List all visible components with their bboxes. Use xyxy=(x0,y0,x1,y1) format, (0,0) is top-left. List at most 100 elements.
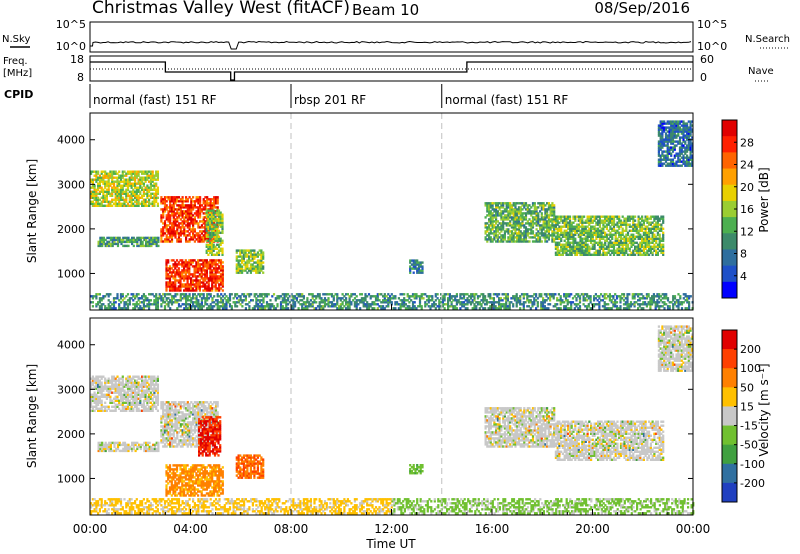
heatmap-cell xyxy=(186,271,189,274)
heatmap-cell xyxy=(184,263,187,266)
heatmap-cell xyxy=(330,295,334,298)
heatmap-cell xyxy=(649,237,652,240)
heatmap-cell xyxy=(387,297,390,300)
heatmap-cell xyxy=(593,245,596,248)
heatmap-cell xyxy=(399,305,402,308)
heatmap-cell xyxy=(551,208,554,211)
heatmap-cell xyxy=(524,240,528,243)
heatmap-cell xyxy=(526,206,529,209)
heatmap-cell xyxy=(632,251,635,254)
heatmap-cell xyxy=(403,293,406,296)
heatmap-cell xyxy=(176,230,179,233)
heatmap-cell xyxy=(619,243,623,246)
heatmap-cell xyxy=(561,243,564,246)
heatmap-cell xyxy=(216,307,219,310)
heatmap-cell xyxy=(547,230,550,233)
heatmap-cell xyxy=(209,293,212,296)
heatmap-cell xyxy=(655,241,658,244)
heatmap-cell xyxy=(142,305,145,308)
heatmap-cell xyxy=(179,222,182,225)
heatmap-cell xyxy=(141,188,144,191)
heatmap-cell xyxy=(102,192,105,195)
heatmap-cell xyxy=(577,241,580,244)
heatmap-cell xyxy=(623,251,626,254)
heatmap-cell xyxy=(202,285,205,288)
heatmap-cell xyxy=(134,238,137,242)
heatmap-cell xyxy=(334,293,337,296)
heatmap-cell xyxy=(575,251,579,254)
heatmap-cell xyxy=(167,212,170,215)
heatmap-cell xyxy=(648,241,651,244)
heatmap-cell xyxy=(507,206,510,209)
heatmap-cell xyxy=(209,277,212,280)
heatmap-cell xyxy=(540,218,543,221)
heatmap-cell xyxy=(524,202,528,205)
heatmap-cell xyxy=(148,202,151,205)
heatmap-cell xyxy=(380,305,383,308)
heatmap-cell xyxy=(421,261,424,264)
heatmap-cell xyxy=(98,301,101,304)
heatmap-cell xyxy=(162,234,165,237)
heatmap-cell xyxy=(546,224,549,227)
heatmap-cell xyxy=(216,281,219,284)
heatmap-cell xyxy=(148,293,151,296)
heatmap-cell xyxy=(188,269,191,272)
heatmap-cell xyxy=(213,198,216,201)
heatmap-cell xyxy=(637,233,640,236)
heatmap-cell xyxy=(211,202,214,205)
heatmap-cell xyxy=(583,229,586,232)
heatmap-cell xyxy=(649,241,652,244)
heatmap-cell xyxy=(668,164,671,167)
heatmap-cell xyxy=(682,162,685,165)
heatmap-cell xyxy=(199,236,202,239)
heatmap-cell xyxy=(376,303,379,306)
heatmap-cell xyxy=(648,237,651,240)
heatmap-cell xyxy=(112,303,116,306)
heatmap-cell xyxy=(512,240,515,243)
heatmap-cell xyxy=(197,238,200,241)
heatmap-cell xyxy=(244,297,247,300)
heatmap-cell xyxy=(546,214,549,217)
heatmap-cell xyxy=(338,307,341,310)
heatmap-cell xyxy=(579,231,582,234)
heatmap-cell xyxy=(332,299,335,302)
heatmap-cell xyxy=(165,265,168,268)
heatmap-cell xyxy=(210,225,214,228)
heatmap-cell xyxy=(547,206,550,209)
heatmap-cell xyxy=(158,295,161,298)
heatmap-cell xyxy=(560,237,563,240)
heatmap-cell xyxy=(114,204,117,207)
heatmap-cell xyxy=(162,293,165,296)
heatmap-cell xyxy=(570,249,573,252)
heatmap-cell xyxy=(190,214,193,217)
heatmap-cell xyxy=(488,220,491,223)
heatmap-cell xyxy=(205,271,208,274)
heatmap-cell xyxy=(609,219,612,222)
heatmap-cell xyxy=(454,295,457,298)
heatmap-cell xyxy=(648,245,651,248)
heatmap-cell xyxy=(572,241,575,244)
heatmap-cell xyxy=(128,170,131,173)
heatmap-cell xyxy=(616,239,619,242)
heatmap-cell xyxy=(466,293,469,296)
heatmap-cell xyxy=(212,247,215,250)
heatmap-cell xyxy=(658,235,661,238)
heatmap-cell xyxy=(91,182,94,185)
heatmap-cell xyxy=(612,227,616,230)
heatmap-cell xyxy=(169,198,172,201)
heatmap-cell xyxy=(574,219,577,222)
heatmap-cell xyxy=(675,130,678,133)
heatmap-cell xyxy=(348,303,351,306)
heatmap-cell xyxy=(214,233,217,236)
heatmap-cell xyxy=(181,220,184,223)
heatmap-cell xyxy=(509,234,512,237)
heatmap-cell xyxy=(211,283,214,286)
heatmap-cell xyxy=(387,305,390,308)
heatmap-cell xyxy=(121,295,124,298)
heatmap-cell xyxy=(689,156,692,159)
heatmap-cell xyxy=(584,247,587,250)
heatmap-cell xyxy=(285,303,288,306)
heatmap-cell xyxy=(176,301,179,304)
heatmap-cell xyxy=(172,283,175,286)
heatmap-cell xyxy=(177,289,180,292)
